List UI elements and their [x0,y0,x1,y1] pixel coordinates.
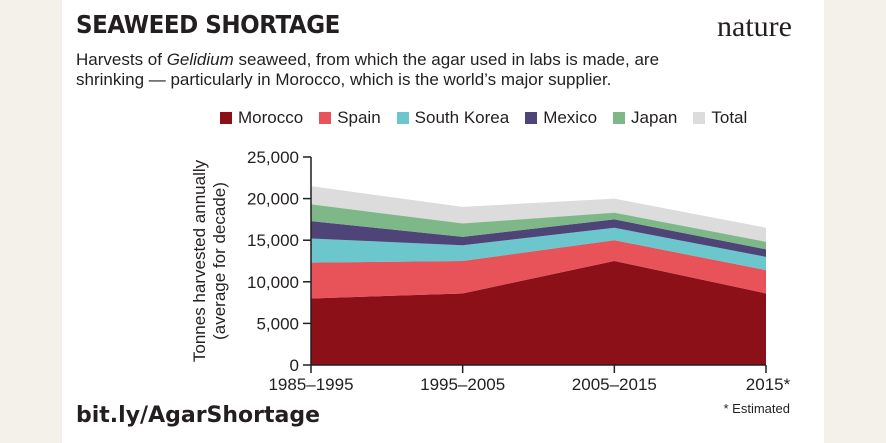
legend-label-japan: Japan [631,108,678,127]
y-tick-label: 5,000 [256,314,299,333]
y-tick-label: 20,000 [247,190,299,209]
legend-label-total: Total [711,108,748,127]
subtitle-post: seaweed, from which the agar used in lab… [76,50,660,89]
legend-item-mexico: Mexico [525,108,597,128]
legend-label-south-korea: South Korea [414,108,510,127]
area-spain [311,240,766,299]
chart-legend: Morocco Spain South Korea Mexico Japan Total [220,108,747,128]
nature-logo: nature [717,10,792,43]
chart-subtitle: Harvests of Gelidium seaweed, from which… [76,50,686,90]
y-tick-label: 15,000 [247,231,299,250]
x-tick-label: 1995–2005 [420,375,505,394]
subtitle-species: Gelidium [166,50,234,69]
y-axis-label-line2: (average for decade) [210,182,229,340]
legend-swatch-japan [613,112,626,124]
legend-item-morocco: Morocco [220,108,303,128]
x-tick-label: 1985–1995 [268,375,353,394]
area-japan [311,204,766,250]
y-axis-label-line1: Tonnes harvested annually [190,159,209,362]
x-tick-label: 2015* [746,375,791,394]
x-tick-label: 2005–2015 [572,375,657,394]
legend-swatch-morocco [220,112,232,124]
estimated-footnote: * Estimated [723,401,790,416]
y-axis-label: Tonnes harvested annually (average for de… [190,159,229,362]
y-tick-label: 0 [290,356,299,375]
chart-title: SEAWEED SHORTAGE [76,10,340,39]
legend-item-south-korea: South Korea [396,108,510,128]
source-link[interactable]: bit.ly/AgarShortage [76,403,321,428]
legend-item-total: Total [693,108,747,128]
legend-swatch-south-korea [396,112,409,124]
area-morocco [311,261,766,365]
area-south-korea [311,227,766,271]
legend-label-spain: Spain [337,108,381,127]
legend-label-morocco: Morocco [238,108,304,127]
legend-swatch-total [693,112,706,124]
y-tick-label: 25,000 [247,148,299,167]
legend-label-mexico: Mexico [543,108,598,127]
area-mexico [311,219,766,257]
legend-swatch-spain [319,112,332,124]
legend-swatch-mexico [525,112,538,124]
y-tick-label: 10,000 [247,273,299,292]
subtitle-pre: Harvests of [76,50,167,69]
legend-item-japan: Japan [613,108,677,128]
legend-item-spain: Spain [319,108,381,128]
